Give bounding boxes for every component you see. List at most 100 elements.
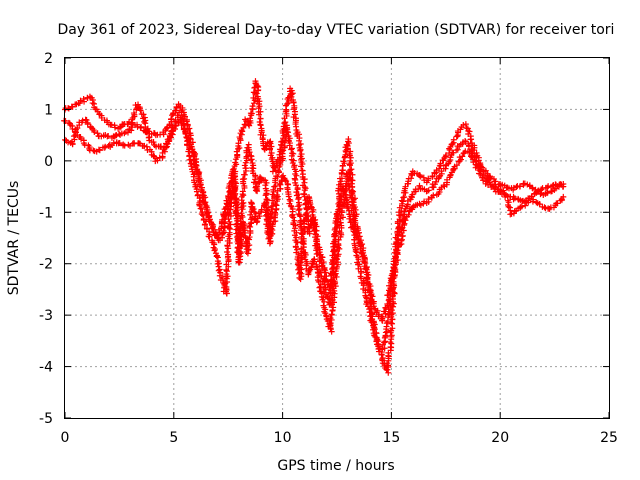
data-point-track-a (349, 171, 356, 178)
data-point-track-c (300, 235, 307, 242)
data-point-track-b (275, 167, 282, 174)
data-point-track-c (231, 193, 238, 200)
data-point-track-c (294, 239, 301, 246)
data-point-track-a (516, 183, 523, 190)
data-point-track-c (480, 177, 487, 184)
data-point-track-c (224, 248, 231, 255)
data-point-track-b (348, 194, 355, 201)
data-point-track-b (116, 139, 123, 146)
data-point-track-c (178, 122, 185, 129)
data-point-track-c (141, 118, 148, 125)
data-point-track-c (308, 203, 315, 210)
data-point-track-c (105, 133, 112, 140)
data-point-track-b (336, 245, 343, 252)
data-point-track-c (360, 252, 367, 259)
data-point-track-a (447, 143, 454, 150)
data-point-track-b (432, 178, 439, 185)
data-point-track-a (389, 310, 396, 317)
data-point-track-b (368, 319, 375, 326)
data-point-track-b (505, 203, 512, 210)
data-point-track-a (425, 175, 432, 182)
data-point-track-c (233, 212, 240, 219)
data-point-track-c (332, 236, 339, 243)
data-point-track-c (346, 215, 353, 222)
data-point-track-b (295, 196, 302, 203)
x-axis-ticks: 0 5 10 15 20 25 (61, 58, 618, 446)
data-point-track-b (355, 256, 362, 263)
data-point-track-a (529, 185, 536, 192)
data-point-track-b (286, 142, 293, 149)
data-point-track-c (385, 292, 392, 299)
data-point-track-b (517, 204, 524, 211)
data-point-track-b (242, 165, 249, 172)
data-point-track-c (161, 144, 168, 151)
y-tick-label: -1 (39, 205, 53, 221)
data-point-track-b (541, 204, 548, 211)
data-point-track-c (234, 223, 241, 230)
data-point-track-a (257, 108, 264, 115)
data-point-track-c (339, 183, 346, 190)
data-point-track-a (89, 100, 96, 107)
data-point-track-b (384, 328, 391, 335)
data-point-track-c (83, 117, 90, 124)
x-tick-label: 10 (274, 430, 292, 446)
data-point-track-c (347, 219, 354, 226)
y-axis-label: SDTVAR / TECUs (6, 181, 22, 296)
data-point-track-c (300, 218, 307, 225)
data-point-track-c (256, 213, 263, 220)
data-point-track-b (352, 248, 359, 255)
data-point-track-c (307, 201, 314, 208)
data-point-track-b (348, 198, 355, 205)
data-point-track-b (62, 117, 69, 124)
data-point-track-b (222, 209, 229, 216)
data-point-track-b (239, 188, 246, 195)
data-point-track-c (341, 188, 348, 195)
data-point-track-b (316, 284, 323, 291)
data-point-track-b (254, 183, 261, 190)
data-point-track-c (266, 235, 273, 242)
data-point-track-c (511, 195, 518, 202)
data-point-track-b (216, 229, 223, 236)
data-point-track-c (535, 187, 542, 194)
data-point-track-b (308, 263, 315, 270)
data-point-track-b (241, 171, 248, 178)
data-point-track-b (246, 149, 253, 156)
data-point-track-a (298, 163, 305, 170)
data-point-track-b (194, 166, 201, 173)
plot-frame (64, 57, 610, 419)
data-point-track-c (355, 236, 362, 243)
data-point-track-c (271, 209, 278, 216)
data-point-track-b (262, 192, 269, 199)
data-point-track-c (157, 143, 164, 150)
data-point-track-c (299, 239, 306, 246)
data-point-track-c (394, 247, 401, 254)
data-point-track-a (251, 84, 258, 91)
data-point-track-c (272, 201, 279, 208)
data-point-track-c (396, 241, 403, 248)
data-point-track-c (150, 139, 157, 146)
data-point-track-c (223, 261, 230, 268)
data-point-track-a (269, 168, 276, 175)
data-point-track-c (223, 266, 230, 273)
data-point-track-c (358, 242, 365, 249)
data-point-track-b (269, 208, 276, 215)
data-point-track-c (299, 255, 306, 262)
data-point-track-a (385, 369, 392, 376)
data-point-track-c (379, 313, 386, 320)
data-point-track-c (361, 259, 368, 266)
y-tick-label: 1 (44, 102, 53, 118)
data-point-track-c (459, 153, 466, 160)
data-point-track-b (335, 251, 342, 258)
data-point-track-c (405, 211, 412, 218)
data-point-track-b (273, 173, 280, 180)
data-point-track-c (228, 194, 235, 201)
data-point-track-b (327, 320, 334, 327)
data-point-track-c (297, 276, 304, 283)
y-tick-label: -5 (39, 411, 53, 427)
data-point-track-c (290, 214, 297, 221)
data-point-track-b (399, 211, 406, 218)
data-point-track-c (311, 228, 318, 235)
data-point-track-a (254, 87, 261, 94)
data-point-track-c (285, 193, 292, 200)
data-point-track-c (247, 223, 254, 230)
